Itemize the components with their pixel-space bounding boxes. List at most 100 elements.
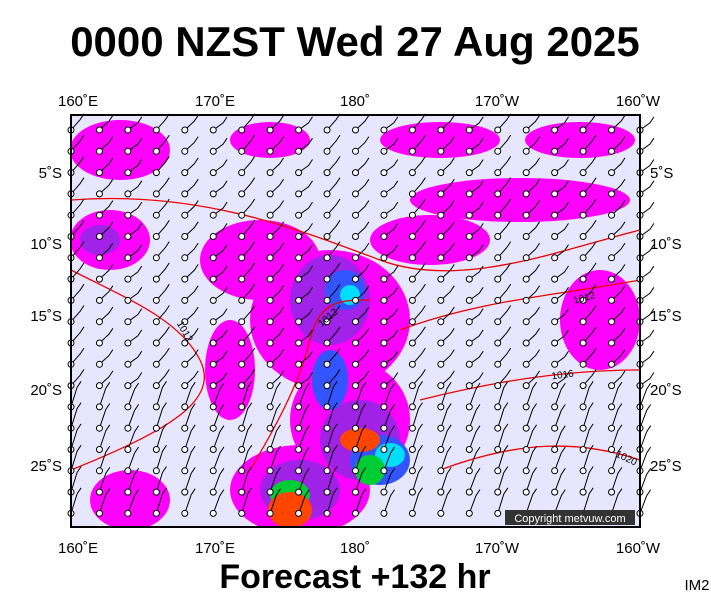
wind-barb [326, 347, 341, 365]
station [522, 446, 530, 453]
wind-barb [383, 382, 396, 408]
station [522, 211, 530, 219]
station [579, 318, 587, 326]
wind-barb [326, 423, 338, 450]
wind-barb [611, 467, 623, 493]
wind-barb [469, 159, 484, 174]
wind-barb [269, 349, 285, 365]
wind-barb [411, 423, 423, 450]
station [437, 318, 445, 326]
station [380, 382, 388, 390]
station [238, 382, 246, 390]
wind-barb [326, 283, 341, 301]
station [494, 296, 502, 304]
wind-barb [98, 445, 111, 471]
station [608, 467, 616, 475]
wind-barb [99, 136, 114, 152]
wind-barb [383, 404, 396, 429]
wind-barb [241, 241, 256, 259]
wind-barb [412, 177, 426, 195]
lon-label-bottom: 170˚E [195, 540, 235, 557]
wind-barb [639, 350, 655, 365]
contour-label: 1016 [551, 368, 575, 382]
wind-barb [298, 180, 313, 195]
wind-barb [99, 200, 114, 216]
wind-barb [412, 156, 426, 173]
wind-barb [298, 372, 313, 387]
wind-barb [99, 370, 114, 386]
station [494, 190, 502, 198]
wind-barb [127, 223, 143, 237]
station [408, 211, 416, 219]
station [465, 296, 473, 304]
station [494, 488, 502, 496]
station [551, 339, 559, 347]
wind-barb [497, 369, 512, 386]
lat-label-right: 20˚S [650, 382, 682, 399]
wind-barb [582, 347, 597, 365]
wind-barb [497, 444, 509, 471]
station [238, 509, 246, 517]
station [238, 169, 246, 177]
wind-barb [468, 404, 481, 429]
wind-barb [212, 308, 228, 323]
wind-barb [241, 283, 256, 301]
wind-barb [298, 329, 313, 344]
station [181, 126, 189, 134]
wind-barb [184, 136, 199, 152]
station [408, 296, 416, 304]
station [437, 233, 445, 240]
station [95, 488, 103, 496]
station [408, 446, 416, 453]
station [181, 233, 189, 240]
wind-barb [269, 242, 285, 259]
wind-barb [639, 468, 652, 493]
wind-barb [212, 446, 225, 471]
station [380, 190, 388, 198]
station [238, 190, 246, 198]
wind-barb [155, 241, 170, 259]
wind-barb [70, 466, 82, 493]
station [465, 233, 473, 240]
station [209, 382, 217, 390]
station [380, 446, 388, 453]
station [209, 190, 217, 198]
station [209, 211, 217, 219]
station [608, 254, 616, 262]
lat-label-left: 5˚S [39, 165, 62, 182]
wind-barb [298, 404, 310, 429]
wind-barb [127, 201, 143, 216]
station [181, 339, 189, 347]
station [579, 446, 587, 453]
wind-barb [411, 466, 423, 493]
station [295, 424, 303, 432]
station [608, 296, 616, 304]
station [95, 403, 103, 411]
station [181, 467, 189, 475]
wind-barb [127, 159, 143, 174]
wind-barb [241, 487, 253, 514]
wind-barb [469, 287, 484, 301]
station [380, 509, 388, 517]
wind-barb [127, 180, 143, 195]
wind-barb [298, 446, 310, 471]
station [124, 339, 132, 347]
station [323, 509, 331, 517]
wind-barb [355, 242, 370, 259]
station [494, 147, 502, 155]
wind-barb [440, 488, 452, 514]
wind-barb [127, 116, 143, 131]
station [408, 360, 416, 368]
wind-barb [269, 221, 285, 237]
station [522, 339, 530, 347]
wind-barb [212, 159, 228, 174]
station [380, 296, 388, 304]
wind-barb [639, 201, 655, 216]
wind-barb [497, 402, 509, 429]
station [551, 424, 559, 432]
wind-barb [155, 369, 170, 386]
station [522, 190, 530, 198]
station [352, 360, 359, 368]
wind-barb [155, 347, 170, 365]
wind-barb [383, 223, 399, 237]
